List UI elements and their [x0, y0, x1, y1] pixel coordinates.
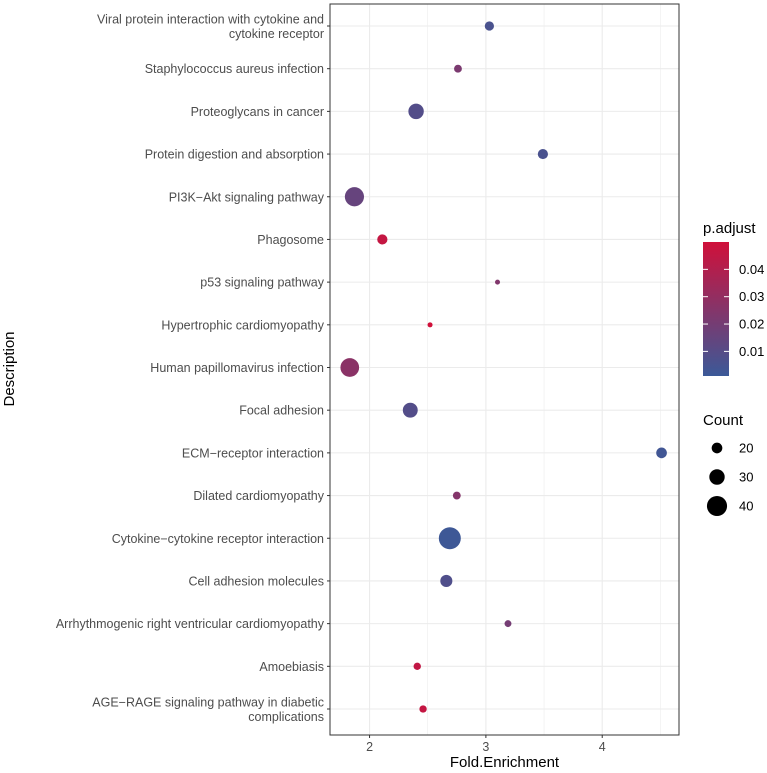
- data-point: [454, 64, 462, 73]
- size-legend-dot: [711, 442, 723, 454]
- y-tick-label: Viral protein interaction with cytokine …: [97, 12, 324, 41]
- y-tick-label: Cytokine−cytokine receptor interaction: [112, 532, 324, 546]
- data-point: [537, 148, 548, 160]
- y-tick-label: ECM−receptor interaction: [182, 446, 324, 460]
- data-point: [408, 103, 424, 120]
- data-point: [440, 574, 453, 587]
- y-tick-label: Arrhythmogenic right ventricular cardiom…: [56, 617, 325, 631]
- data-point: [452, 491, 461, 500]
- data-point: [495, 279, 501, 285]
- x-tick-label: 4: [599, 740, 606, 754]
- x-tick-label: 3: [482, 740, 489, 754]
- x-tick-labels: 2 3 4: [366, 735, 606, 754]
- color-legend: p.adjust 0.01 0.02 0.03 0.04: [703, 220, 764, 376]
- y-tick-label: Human papillomavirus infection: [150, 361, 324, 375]
- y-tick-label: Amoebiasis: [259, 660, 324, 674]
- size-legend-dot: [706, 495, 728, 517]
- data-point: [402, 402, 418, 418]
- x-tick-label: 2: [366, 740, 373, 754]
- color-legend-label: 0.02: [739, 317, 764, 332]
- y-tick-labels: AGE−RAGE signaling pathway in diabetic co…: [56, 12, 330, 724]
- y-tick-label: Staphylococcus aureus infection: [145, 62, 324, 76]
- size-legend-label: 20: [739, 441, 753, 456]
- x-axis-title: Fold.Enrichment: [450, 754, 560, 771]
- color-legend-label: 0.04: [739, 262, 764, 277]
- color-legend-bar: [703, 242, 729, 376]
- size-legend-label: 40: [739, 499, 753, 514]
- data-point: [504, 620, 512, 628]
- size-legend-title: Count: [703, 412, 744, 429]
- color-legend-title: p.adjust: [703, 220, 756, 237]
- data-point: [656, 447, 667, 459]
- y-tick-label: Phagosome: [257, 233, 324, 247]
- size-legend-dot: [709, 469, 725, 485]
- data-point: [344, 187, 365, 207]
- data-point: [427, 322, 433, 328]
- y-tick-label: p53 signaling pathway: [200, 276, 324, 290]
- data-point: [484, 21, 495, 31]
- y-tick-label: Hypertrophic cardiomyopathy: [161, 318, 324, 332]
- data-point: [413, 662, 421, 670]
- size-legend: Count 20 30 40: [703, 412, 753, 517]
- data-point: [438, 527, 461, 550]
- grid: [330, 4, 679, 735]
- y-tick-label: Focal adhesion: [239, 404, 324, 418]
- y-tick-label: Protein digestion and absorption: [145, 148, 324, 162]
- color-legend-label: 0.01: [739, 344, 764, 359]
- y-tick-label: Cell adhesion molecules: [189, 574, 325, 588]
- data-point: [419, 705, 427, 713]
- y-tick-label: PI3K−Akt signaling pathway: [169, 190, 325, 204]
- panel-border: [329, 3, 680, 736]
- size-legend-label: 30: [739, 470, 753, 485]
- data-point: [340, 358, 360, 377]
- data-points: [340, 21, 667, 713]
- y-axis-title: Description: [1, 331, 18, 406]
- data-point: [377, 234, 388, 245]
- y-tick-label: Proteoglycans in cancer: [191, 105, 324, 119]
- color-legend-ticks: 0.01 0.02 0.03 0.04: [703, 262, 764, 359]
- y-tick-label: Dilated cardiomyopathy: [193, 489, 324, 503]
- color-legend-label: 0.03: [739, 289, 764, 304]
- y-tick-label: AGE−RAGE signaling pathway in diabetic co…: [92, 695, 324, 724]
